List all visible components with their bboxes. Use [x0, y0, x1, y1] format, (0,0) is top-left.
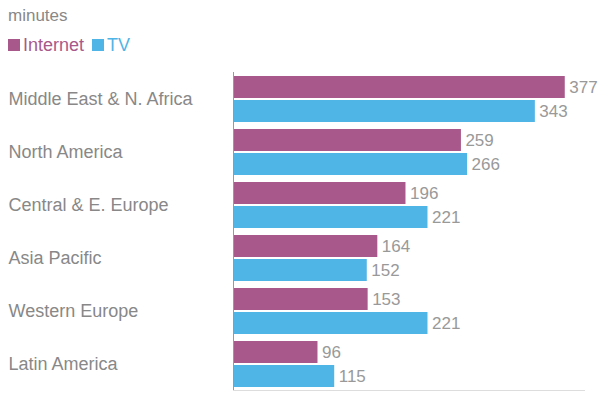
svg-text:153: 153 [372, 290, 400, 309]
svg-text:North America: North America [9, 142, 124, 162]
svg-text:Middle East & N. Africa: Middle East & N. Africa [9, 89, 194, 109]
svg-text:221: 221 [432, 314, 460, 333]
svg-text:96: 96 [322, 343, 341, 362]
svg-text:259: 259 [465, 131, 493, 150]
svg-text:Western Europe: Western Europe [9, 301, 139, 321]
svg-text:115: 115 [339, 367, 366, 386]
svg-text:Asia Pacific: Asia Pacific [9, 248, 102, 268]
svg-text:164: 164 [382, 237, 410, 256]
svg-text:196: 196 [410, 184, 438, 203]
svg-text:152: 152 [371, 261, 399, 280]
svg-text:221: 221 [432, 208, 460, 227]
svg-text:343: 343 [539, 102, 567, 121]
svg-text:Latin America: Latin America [9, 354, 119, 374]
svg-text:266: 266 [472, 155, 500, 174]
html-text:minutes: minutes [8, 6, 68, 25]
svg-text:Central & E. Europe: Central & E. Europe [9, 195, 169, 215]
html-text:TV: TV [107, 35, 131, 55]
svg-text:377: 377 [569, 78, 597, 97]
html-text:Internet: Internet [23, 35, 84, 55]
